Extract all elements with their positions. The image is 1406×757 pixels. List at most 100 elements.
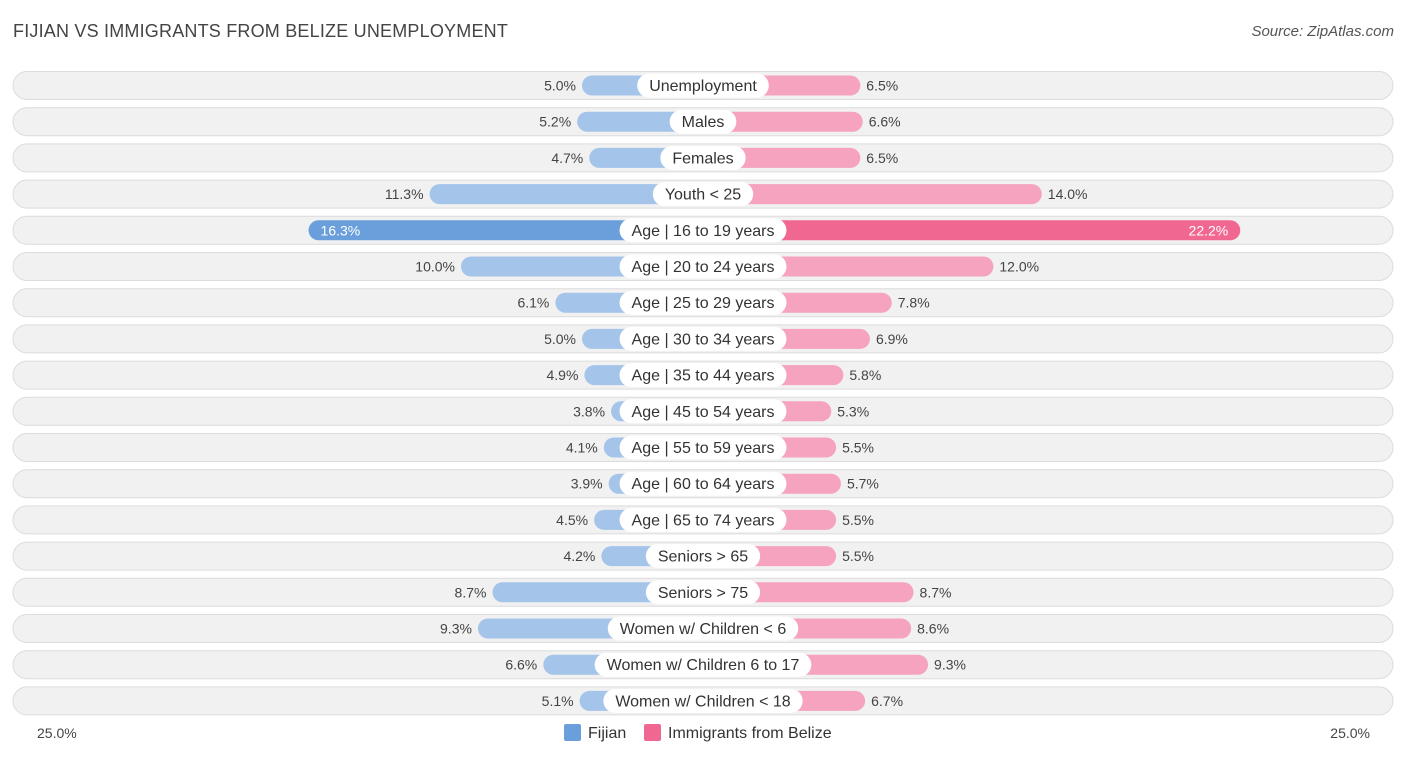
category-pill — [619, 363, 787, 388]
row-group: 6.1% 7.8% Age | 25 to 29 years — [12, 288, 1394, 318]
value-label-belize: 6.5% — [866, 150, 898, 166]
row-group: 3.8% 5.3% Age | 45 to 54 years — [12, 396, 1394, 426]
legend-label-fijian: Fijian — [588, 725, 626, 742]
value-label-belize: 5.7% — [847, 476, 879, 492]
value-label-belize: 5.5% — [842, 548, 874, 564]
axis-min-label: 25.0% — [37, 725, 77, 741]
category-label: Women w/ Children < 6 — [620, 621, 787, 638]
value-label-fijian: 9.3% — [440, 621, 472, 637]
value-label-belize: 8.6% — [917, 621, 949, 637]
bar-belize — [703, 184, 1042, 205]
value-label-fijian: 6.6% — [505, 657, 537, 673]
value-label-fijian: 4.7% — [551, 150, 583, 166]
value-label-fijian: 16.3% — [321, 222, 361, 238]
category-label: Age | 20 to 24 years — [632, 259, 775, 276]
value-label-fijian: 4.5% — [556, 512, 588, 528]
value-label-belize: 5.8% — [849, 367, 881, 383]
row-group: 4.5% 5.5% Age | 65 to 74 years — [12, 505, 1394, 535]
category-label: Unemployment — [649, 78, 757, 95]
value-label-fijian: 6.1% — [517, 295, 549, 311]
chart-title: FIJIAN VS IMMIGRANTS FROM BELIZE UNEMPLO… — [13, 21, 509, 41]
category-pill — [652, 182, 754, 207]
category-label: Women w/ Children < 18 — [615, 693, 790, 710]
category-pill — [637, 73, 769, 98]
category-pill — [619, 254, 787, 279]
value-label-fijian: 3.9% — [571, 476, 603, 492]
row-group: 5.0% 6.9% Age | 30 to 34 years — [12, 324, 1394, 354]
row-group: 5.0% 6.5% Unemployment — [12, 71, 1394, 100]
category-pill — [645, 544, 761, 569]
category-label: Age | 16 to 19 years — [632, 223, 775, 240]
category-label: Males — [682, 114, 725, 131]
category-pill — [619, 399, 787, 424]
bar-fijian — [429, 184, 703, 205]
legend: Fijian Immigrants from Belize — [564, 724, 832, 742]
category-pill — [594, 652, 812, 677]
value-label-belize: 6.7% — [871, 693, 903, 709]
bar-belize — [703, 111, 863, 132]
category-label: Age | 25 to 29 years — [632, 295, 775, 312]
row-group: 3.9% 5.7% Age | 60 to 64 years — [12, 469, 1394, 499]
category-pill — [619, 471, 787, 496]
value-label-belize: 5.3% — [837, 403, 869, 419]
row-group: 6.6% 9.3% Women w/ Children 6 to 17 — [12, 650, 1394, 680]
category-pill — [619, 326, 787, 351]
row-group: 5.1% 6.7% Women w/ Children < 18 — [12, 686, 1394, 716]
value-label-belize: 7.8% — [898, 295, 930, 311]
value-label-belize: 6.5% — [866, 78, 898, 94]
category-label: Age | 30 to 34 years — [632, 331, 775, 348]
category-pill — [619, 507, 787, 532]
value-label-belize: 8.7% — [920, 584, 952, 600]
category-label: Seniors > 65 — [658, 549, 748, 566]
value-label-fijian: 3.8% — [573, 403, 605, 419]
value-label-fijian: 8.7% — [455, 584, 487, 600]
category-pill — [607, 616, 799, 641]
value-label-fijian: 5.0% — [544, 78, 576, 94]
value-label-belize: 5.5% — [842, 512, 874, 528]
value-label-belize: 22.2% — [1189, 222, 1229, 238]
value-label-fijian: 10.0% — [415, 259, 455, 275]
value-label-belize: 5.5% — [842, 440, 874, 456]
category-pill — [645, 580, 761, 605]
category-label: Age | 60 to 64 years — [632, 476, 775, 493]
value-label-belize: 12.0% — [999, 259, 1039, 275]
category-pill — [660, 145, 746, 170]
row-group: 10.0% 12.0% Age | 20 to 24 years — [12, 252, 1394, 281]
row-group: 4.7% 6.5% Females — [12, 143, 1394, 173]
bar-belize — [703, 220, 1241, 241]
value-label-belize: 14.0% — [1048, 186, 1088, 202]
value-label-fijian: 4.1% — [566, 440, 598, 456]
value-label-belize: 6.6% — [869, 114, 901, 130]
bar-fijian — [308, 220, 703, 241]
row-group: 4.2% 5.5% Seniors > 65 — [12, 541, 1394, 571]
category-label: Females — [672, 150, 733, 167]
legend-swatch-fijian — [564, 724, 581, 741]
value-label-fijian: 5.1% — [542, 693, 574, 709]
category-label: Women w/ Children 6 to 17 — [607, 657, 800, 674]
value-label-fijian: 5.2% — [539, 114, 571, 130]
row-group: 8.7% 8.7% Seniors > 75 — [12, 577, 1394, 607]
legend-label-belize: Immigrants from Belize — [668, 725, 832, 742]
category-pill — [619, 435, 787, 460]
value-label-fijian: 4.9% — [546, 367, 578, 383]
row-group: 4.1% 5.5% Age | 55 to 59 years — [12, 433, 1394, 462]
category-pill — [669, 109, 737, 134]
category-label: Age | 55 to 59 years — [632, 440, 775, 457]
category-label: Age | 35 to 44 years — [632, 368, 775, 385]
category-label: Youth < 25 — [665, 187, 741, 204]
value-label-belize: 6.9% — [876, 331, 908, 347]
category-label: Age | 65 to 74 years — [632, 512, 775, 529]
row-group: 16.3% 22.2% Age | 16 to 19 years — [12, 215, 1394, 245]
category-pill — [619, 218, 787, 243]
value-label-fijian: 5.0% — [544, 331, 576, 347]
row-group: 4.9% 5.8% Age | 35 to 44 years — [12, 360, 1394, 390]
row-group: 5.2% 6.6% Males — [12, 107, 1394, 137]
category-label: Seniors > 75 — [658, 585, 748, 602]
row-group: 9.3% 8.6% Women w/ Children < 6 — [12, 614, 1394, 643]
legend-swatch-belize — [644, 724, 661, 741]
value-label-fijian: 11.3% — [385, 186, 424, 202]
axis-max-label: 25.0% — [1330, 725, 1370, 741]
category-pill — [603, 688, 803, 713]
row-group: 11.3% 14.0% Youth < 25 — [12, 179, 1394, 209]
